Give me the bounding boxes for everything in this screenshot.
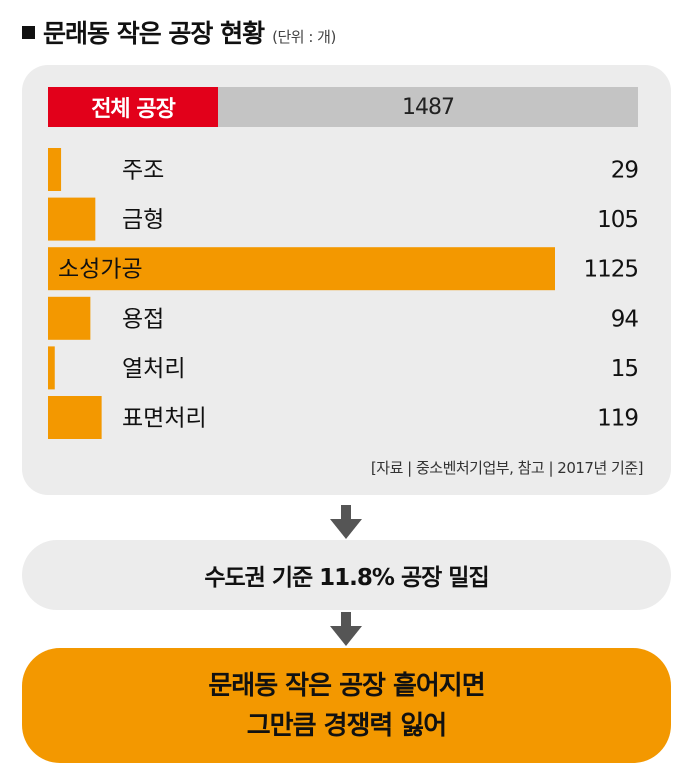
bar-chart: 주조 29 금형 105 소성가공 1125 용접 94 열처리 15 표면처리 119 xyxy=(48,148,639,439)
arrow-down-icon xyxy=(330,505,362,539)
conclusion-line-1: 문래동 작은 공장 흩어지면 xyxy=(208,670,485,701)
category-label: 표면처리 xyxy=(122,406,207,432)
total-value: 1487 xyxy=(402,94,455,120)
chart-header: 문래동 작은 공장 현황 (단위 : 개) xyxy=(22,14,336,54)
category-label: 열처리 xyxy=(122,356,185,382)
value-label: 15 xyxy=(611,356,638,382)
bar-0 xyxy=(48,148,62,191)
total-bar: 전체 공장 1487 xyxy=(48,87,638,127)
category-label: 주조 xyxy=(122,158,164,184)
bullet-square-icon xyxy=(22,26,35,39)
conclusion-callout: 문래동 작은 공장 흩어지면 그만큼 경쟁력 잃어 xyxy=(22,648,671,763)
bar-3 xyxy=(48,296,91,340)
arrow-down-icon xyxy=(330,612,362,646)
bar-4 xyxy=(48,346,55,390)
category-label: 용접 xyxy=(122,306,164,332)
bar-2 xyxy=(48,247,555,291)
value-label: 105 xyxy=(597,207,638,233)
value-label: 94 xyxy=(611,306,639,332)
bar-5 xyxy=(48,396,102,439)
value-label: 119 xyxy=(597,406,638,432)
chart-panel: 전체 공장 1487 주조 29 금형 105 소성가공 1125 용접 94 열처리 15 표면처… xyxy=(22,65,671,495)
bar-1 xyxy=(48,197,96,241)
value-label: 1125 xyxy=(583,257,638,283)
source-note: [자료 | 중소벤처기업부, 참고 | 2017년 기준] xyxy=(370,459,644,477)
conclusion-line-2: 그만큼 경쟁력 잃어 xyxy=(246,710,447,741)
value-label: 29 xyxy=(611,158,639,184)
chart-title: 문래동 작은 공장 현황 xyxy=(43,19,265,48)
density-callout: 수도권 기준 11.8% 공장 밀집 xyxy=(22,540,671,610)
total-label: 전체 공장 xyxy=(48,87,218,127)
unit-label: (단위 : 개) xyxy=(272,28,336,46)
category-label: 소성가공 xyxy=(58,257,143,283)
category-label: 금형 xyxy=(122,207,164,233)
